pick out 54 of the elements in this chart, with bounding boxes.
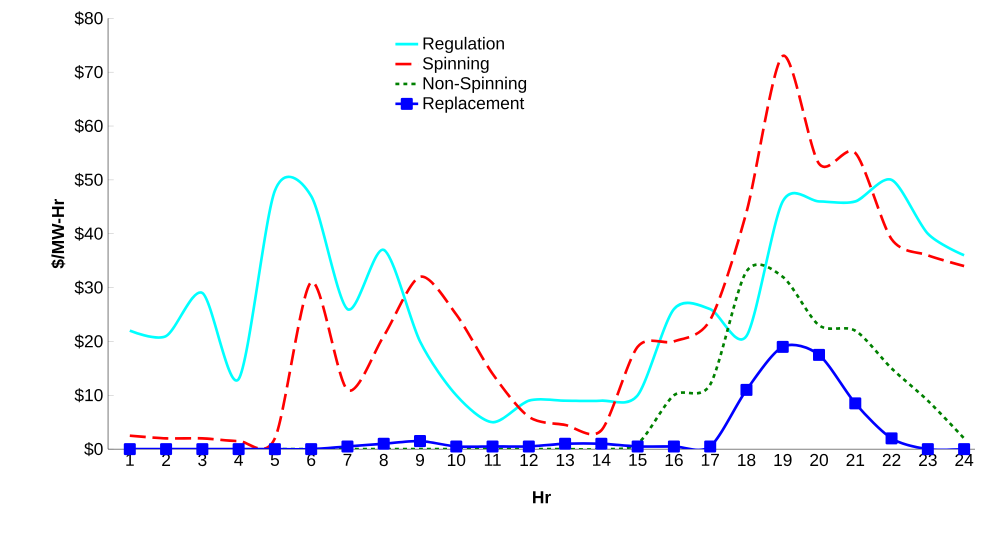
point [341,440,354,452]
point [849,397,862,410]
y-tick-label: $30 [74,280,103,295]
point [668,440,680,452]
legend-label: Regulation [424,36,504,53]
x-tick-label: 13 [556,454,574,466]
point [740,384,752,396]
y-tick-label: $50 [74,172,103,187]
x-tick-label: 19 [774,454,792,466]
point [305,443,318,456]
x-tick-label: 24 [955,454,974,466]
point [813,348,826,361]
x-tick-label: 21 [846,454,864,466]
x-axis-title: Hr [533,491,551,504]
legend-label: Non-Spinning [424,76,526,93]
x-tick-label: 12 [520,454,538,466]
legend-label: Replacement [424,96,524,113]
x-tick-label: 16 [666,454,683,466]
point [414,434,426,447]
x-tick-label: 15 [629,454,647,466]
point [595,438,608,450]
point [776,340,789,353]
y-tick-label: $80 [74,11,103,26]
point [450,440,462,452]
y-tick-label: $0 [84,442,103,456]
point [522,440,535,452]
point [268,443,281,456]
point [196,443,208,456]
legend-label: Spinning [422,56,489,73]
x-tick-label: 11 [484,454,501,466]
point [559,438,572,450]
x-tick-label: 14 [593,454,611,466]
y-tick-label: $60 [74,118,103,133]
x-tick-label: 8 [380,454,388,466]
x-tick-label: 18 [738,454,756,466]
y-tick-label: $20 [74,334,103,348]
point [704,440,716,452]
point [232,443,245,456]
point [486,440,499,452]
point [632,440,644,452]
point [378,438,390,450]
x-tick-label: 22 [882,454,900,466]
y-tick-label: $40 [74,226,103,241]
x-tick-label: 9 [416,454,424,466]
x-tick-label: 7 [344,454,352,466]
point [124,443,136,456]
point [160,443,172,456]
y-axis-title: $/MW-Hr [51,198,66,268]
point [886,432,898,444]
x-tick-label: 17 [702,454,719,466]
y-tick-label: $70 [74,65,103,80]
y-tick-label: $10 [74,388,103,402]
x-tick-label: 20 [810,454,828,466]
x-tick-label: 10 [448,454,466,466]
